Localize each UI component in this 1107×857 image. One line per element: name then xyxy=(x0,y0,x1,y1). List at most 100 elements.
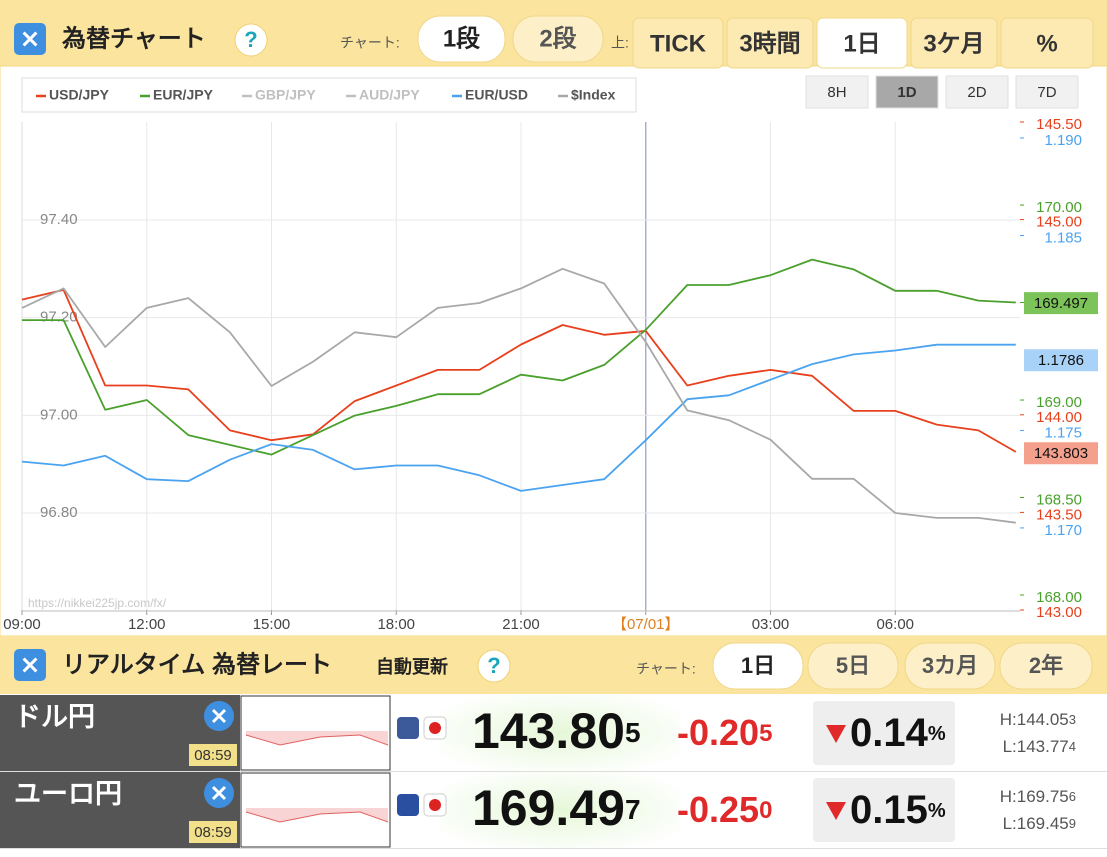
y-tick-label: 1.185 xyxy=(1044,229,1082,246)
tab-label: 1日 xyxy=(843,30,880,57)
time-box xyxy=(189,744,237,766)
time-box xyxy=(189,821,237,843)
pct-main: 0.14 xyxy=(850,711,929,755)
high-main: H:169.75 xyxy=(1000,787,1069,806)
range-button[interactable] xyxy=(875,75,939,109)
flag-dot xyxy=(429,722,441,734)
current-value: 1.1786 xyxy=(1038,352,1084,369)
y-tick-label: 1.175 xyxy=(1044,424,1082,441)
tab-label: 3ケ月 xyxy=(923,30,984,57)
pair-name[interactable]: ドル円 xyxy=(14,702,95,732)
low-main: L:169.45 xyxy=(1003,814,1069,833)
pct-unit: % xyxy=(928,800,946,822)
tab[interactable] xyxy=(632,17,724,69)
x-glyph xyxy=(22,657,38,673)
legend-entry[interactable]: EUR/JPY xyxy=(153,87,214,103)
mini-chart-area xyxy=(246,731,388,745)
series-line xyxy=(22,258,1016,456)
period-label: 1日 xyxy=(741,653,775,678)
auto-update: 自動更新 xyxy=(376,656,448,677)
current-value-box xyxy=(1024,292,1098,315)
x-tick-label: 18:00 xyxy=(377,616,415,633)
range-button[interactable] xyxy=(945,75,1009,109)
range-button[interactable] xyxy=(805,75,869,109)
y-tick-label: 97.40 xyxy=(40,211,78,228)
y-tick-label: 143.00 xyxy=(1036,604,1082,621)
rate: 143.805 xyxy=(472,703,641,759)
low-small: 9 xyxy=(1069,816,1076,831)
row-button[interactable] xyxy=(417,15,506,63)
rate-title: リアルタイム 為替レート xyxy=(62,651,332,678)
legend-entry[interactable]: $Index xyxy=(571,87,616,103)
flag xyxy=(397,717,419,739)
y-tick-label: 1.190 xyxy=(1044,132,1082,149)
y-tick-label: 96.80 xyxy=(40,504,78,521)
low-main: L:143.77 xyxy=(1003,737,1069,756)
tab[interactable] xyxy=(816,17,908,69)
rate: 169.497 xyxy=(472,780,641,836)
rate-glow xyxy=(440,772,680,848)
tab[interactable] xyxy=(910,17,998,69)
mini-chart-area xyxy=(246,808,388,822)
row-button[interactable] xyxy=(512,15,604,63)
period-button[interactable] xyxy=(904,642,996,690)
current-value-box xyxy=(1024,349,1098,372)
update-time: 08:59 xyxy=(194,747,232,764)
pct: 0.15% xyxy=(850,788,946,832)
period-button[interactable] xyxy=(712,642,804,690)
low-small: 4 xyxy=(1069,739,1076,754)
period-label: 5日 xyxy=(836,653,870,678)
high-small: 3 xyxy=(1069,712,1076,727)
low: L:143.774 xyxy=(1003,737,1076,756)
legend-entry[interactable]: GBP/JPY xyxy=(255,87,316,103)
change-small: 0 xyxy=(759,797,772,824)
flag xyxy=(397,794,419,816)
x-tick-label: 09:00 xyxy=(3,616,41,633)
top-label: 上: xyxy=(611,35,629,51)
legend-box xyxy=(21,77,637,113)
pct-main: 0.15 xyxy=(850,788,928,832)
rate-small: 7 xyxy=(625,794,641,825)
chart-panel xyxy=(0,65,1107,637)
help-icon[interactable] xyxy=(477,649,511,683)
y-tick-label: 145.00 xyxy=(1036,214,1082,231)
watermark: https://nikkei225jp.com/fx/ xyxy=(28,596,167,610)
x-glyph xyxy=(211,785,227,801)
pair-name[interactable]: ユーロ円 xyxy=(14,779,122,809)
title: 為替チャート xyxy=(62,25,206,52)
help-icon[interactable] xyxy=(234,23,268,57)
high-main: H:144.05 xyxy=(1000,710,1069,729)
change-small: 5 xyxy=(759,720,772,747)
range-label: 1D xyxy=(897,84,916,101)
x-tick-label: 03:00 xyxy=(752,616,790,633)
series-line xyxy=(21,343,1016,492)
mini-chart-line xyxy=(245,734,389,746)
high: H:169.756 xyxy=(1000,787,1076,806)
x-tick-label: 【07/01】 xyxy=(612,616,680,633)
flag-dot xyxy=(429,799,441,811)
period-button[interactable] xyxy=(999,642,1093,690)
current-value: 169.497 xyxy=(1034,295,1088,312)
series-line xyxy=(21,267,1016,524)
current-value-box xyxy=(1024,442,1098,465)
low: L:169.459 xyxy=(1003,814,1076,833)
legend-entry[interactable]: EUR/USD xyxy=(465,87,528,103)
row-button-label: 1段 xyxy=(443,24,480,52)
period-button[interactable] xyxy=(807,642,899,690)
rate-small: 5 xyxy=(625,717,641,748)
y-tick-label: 168.50 xyxy=(1036,491,1082,508)
help-text: ? xyxy=(244,27,257,52)
chart-label: チャート: xyxy=(636,661,696,677)
range-label: 7D xyxy=(1037,84,1056,101)
tab[interactable] xyxy=(1000,17,1094,69)
y-tick-label: 1.170 xyxy=(1044,522,1082,539)
y-tick-label: 170.00 xyxy=(1036,199,1082,216)
legend-entry[interactable]: AUD/JPY xyxy=(359,87,420,103)
range-button[interactable] xyxy=(1015,75,1079,109)
legend-entry[interactable]: USD/JPY xyxy=(49,87,110,103)
x-tick-label: 21:00 xyxy=(502,616,540,633)
tab[interactable] xyxy=(726,17,814,69)
tab-label: % xyxy=(1036,30,1057,57)
x-glyph xyxy=(22,31,38,47)
